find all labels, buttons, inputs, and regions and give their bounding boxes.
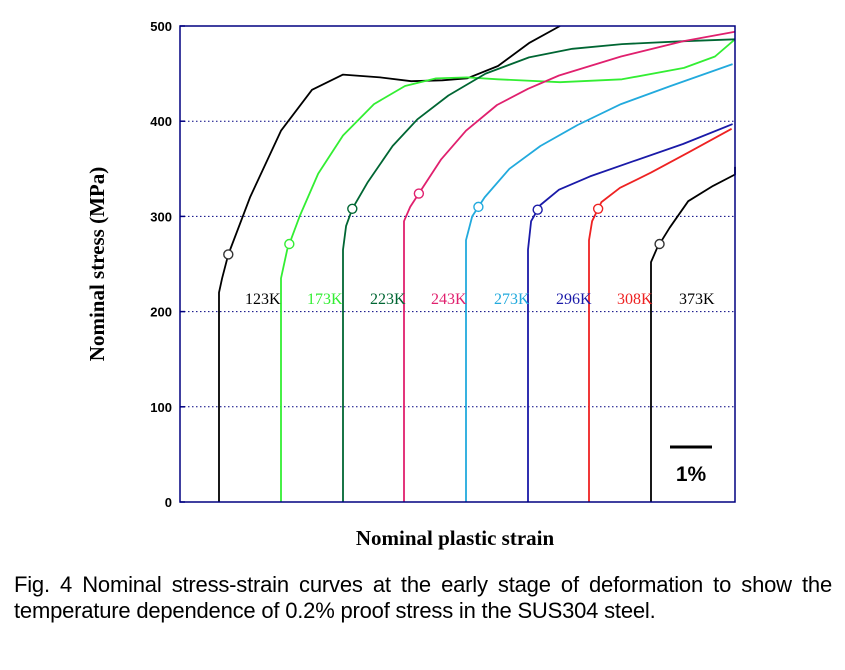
series-label-373K: 373K <box>679 291 715 308</box>
y-axis-ticks: 0 100 200 300 400 500 <box>150 19 185 510</box>
series-label-273K: 273K <box>494 291 530 308</box>
y-tick-label: 500 <box>150 19 172 34</box>
proof-stress-marker-173K <box>284 238 295 250</box>
proof-stress-marker-123K <box>223 249 234 260</box>
y-tick-label: 100 <box>150 400 172 415</box>
curve-173K <box>280 38 736 502</box>
scale-bar-label: 1% <box>676 463 707 486</box>
series-label-173K: 173K <box>307 291 343 308</box>
curve-373K <box>650 166 736 502</box>
grid-lines <box>180 120 735 408</box>
series-label-223K: 223K <box>370 291 406 308</box>
curve-296K <box>527 123 733 502</box>
y-tick-label: 200 <box>150 305 172 320</box>
proof-stress-marker-273K <box>473 201 484 213</box>
series-label-296K: 296K <box>556 291 592 308</box>
series-label-243K: 243K <box>431 291 467 308</box>
proof-stress-markers <box>223 188 665 260</box>
figure-caption: Fig. 4 Nominal stress-strain curves at t… <box>14 572 832 623</box>
series-labels: 123K 173K 223K 243K 273K 296K 308K 373K <box>245 291 715 308</box>
y-tick-label: 0 <box>165 495 172 510</box>
y-axis-title: Nominal stress (MPa) <box>85 167 109 361</box>
series-label-308K: 308K <box>617 291 653 308</box>
proof-stress-marker-223K <box>347 203 358 214</box>
curve-223K <box>342 38 736 502</box>
curve-308K <box>588 128 733 502</box>
proof-stress-marker-296K <box>532 204 543 215</box>
curve-273K <box>465 63 733 502</box>
proof-stress-marker-243K <box>413 188 425 199</box>
proof-stress-marker-308K <box>592 203 604 214</box>
proof-stress-marker-373K <box>654 238 665 250</box>
plot-frame <box>179 25 736 503</box>
y-tick-label: 400 <box>150 114 172 129</box>
curves <box>218 25 736 502</box>
curve-243K <box>403 30 736 502</box>
y-tick-label: 300 <box>150 209 172 224</box>
series-label-123K: 123K <box>245 291 281 308</box>
x-axis-title: Nominal plastic strain <box>356 526 555 550</box>
curve-123K <box>218 25 561 502</box>
